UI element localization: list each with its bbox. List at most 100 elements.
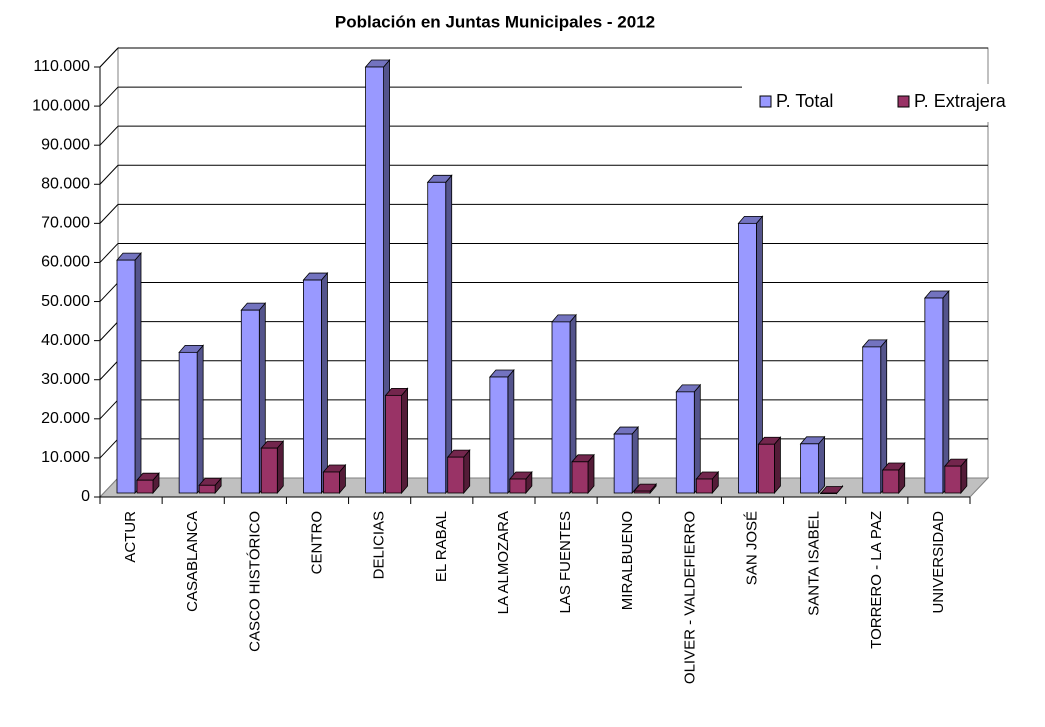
bar-front bbox=[882, 469, 900, 494]
bar-front bbox=[323, 471, 340, 494]
bar-front bbox=[944, 465, 962, 494]
bar-front bbox=[675, 391, 695, 494]
bar-side bbox=[196, 344, 204, 495]
bar-side bbox=[276, 440, 284, 495]
bar bbox=[757, 436, 782, 495]
floor bbox=[98, 477, 990, 498]
bar-side bbox=[321, 271, 328, 495]
x-tick-label: CENTRO bbox=[308, 511, 325, 574]
x-tick-label: MIRALBUENO bbox=[619, 511, 636, 610]
bar-front bbox=[303, 279, 322, 494]
bar-front bbox=[178, 351, 198, 494]
y-tick-label: 40.000 bbox=[41, 332, 90, 349]
x-tick-label: DELICIAS bbox=[371, 511, 388, 579]
bar bbox=[302, 271, 329, 495]
grid-line bbox=[99, 125, 119, 146]
legend-swatch bbox=[759, 95, 772, 108]
grid-line bbox=[99, 399, 119, 420]
y-tick-label: 100.000 bbox=[32, 97, 90, 114]
bar bbox=[508, 470, 533, 495]
x-tick-label: LAS FUENTES bbox=[557, 511, 574, 614]
bar-front bbox=[198, 484, 216, 494]
grid-line bbox=[99, 47, 119, 68]
grid-line bbox=[99, 204, 119, 224]
bar-front bbox=[758, 443, 775, 494]
bar-front bbox=[571, 461, 589, 494]
bar-side bbox=[818, 435, 825, 495]
bar-front bbox=[800, 443, 819, 494]
grid-line bbox=[99, 360, 119, 381]
x-tick-label: EL RABAL bbox=[433, 511, 450, 582]
y-tick-label: 70.000 bbox=[41, 215, 90, 232]
bar-front bbox=[738, 222, 757, 494]
bar bbox=[571, 453, 595, 495]
grid-line bbox=[99, 243, 119, 263]
bar-side bbox=[445, 174, 453, 495]
bar bbox=[198, 477, 223, 495]
bar bbox=[446, 449, 471, 495]
bar bbox=[819, 484, 844, 495]
bar bbox=[799, 435, 826, 495]
x-tick-label: SANTA ISABEL bbox=[806, 511, 823, 616]
bar-front bbox=[365, 66, 384, 494]
bar bbox=[633, 483, 658, 495]
bar-side bbox=[401, 387, 408, 495]
x-tick-label: CASABLANCA bbox=[184, 511, 201, 612]
bar bbox=[613, 425, 640, 495]
y-tick-label: 80.000 bbox=[41, 175, 90, 192]
bar-front bbox=[613, 433, 633, 494]
bar-front bbox=[116, 259, 136, 494]
bar-front bbox=[509, 478, 527, 494]
x-tick-label: CASCO HISTÓRICO bbox=[246, 511, 263, 652]
bar bbox=[923, 289, 950, 495]
bar-front bbox=[924, 297, 944, 494]
grid-line bbox=[99, 86, 119, 107]
bar-front bbox=[862, 346, 882, 494]
bar-side bbox=[631, 425, 639, 495]
legend-label: P. Extrajera bbox=[914, 91, 1007, 111]
bar bbox=[260, 440, 285, 495]
bar bbox=[136, 472, 160, 495]
bar-front bbox=[240, 309, 260, 494]
x-tick-label: TORRERO - LA PAZ bbox=[868, 511, 885, 649]
bar-front bbox=[447, 456, 465, 494]
bar bbox=[426, 174, 453, 495]
bar bbox=[943, 458, 968, 495]
y-tick-label: 0 bbox=[81, 488, 90, 505]
bar-front bbox=[385, 394, 402, 494]
bar bbox=[384, 387, 409, 495]
x-tick-label: LA ALMOZARA bbox=[495, 511, 512, 614]
y-tick-label: 30.000 bbox=[41, 371, 90, 388]
legend-swatch bbox=[897, 95, 910, 108]
y-tick-label: 10.000 bbox=[41, 449, 90, 466]
bar bbox=[488, 368, 515, 495]
bar-front bbox=[695, 478, 713, 494]
y-tick-label: 90.000 bbox=[41, 136, 90, 153]
y-tick-label: 60.000 bbox=[41, 254, 90, 271]
bar-front bbox=[260, 447, 278, 494]
legend-box bbox=[742, 84, 1045, 122]
grid-line bbox=[99, 321, 119, 341]
bar bbox=[178, 344, 205, 495]
bar bbox=[675, 383, 702, 495]
y-tick-label: 20.000 bbox=[41, 410, 90, 427]
bar bbox=[695, 470, 720, 495]
y-tick-label: 110.000 bbox=[33, 58, 90, 75]
bar bbox=[737, 215, 764, 495]
x-tick-label: SAN JOSÉ bbox=[743, 511, 760, 585]
bar-front bbox=[427, 181, 447, 494]
grid-line bbox=[99, 438, 119, 459]
x-tick-label: OLIVER - VALDEFIERRO bbox=[681, 511, 698, 684]
grid-line bbox=[99, 282, 119, 302]
bar-side bbox=[134, 252, 142, 495]
bar bbox=[322, 463, 347, 495]
y-tick-label: 50.000 bbox=[41, 293, 90, 310]
bar bbox=[881, 461, 906, 495]
bar bbox=[116, 252, 142, 495]
bar bbox=[364, 58, 391, 495]
bar-front bbox=[136, 479, 154, 494]
legend-label: P. Total bbox=[776, 91, 833, 111]
bar-side bbox=[507, 368, 515, 495]
x-tick-label: ACTUR bbox=[122, 511, 139, 563]
